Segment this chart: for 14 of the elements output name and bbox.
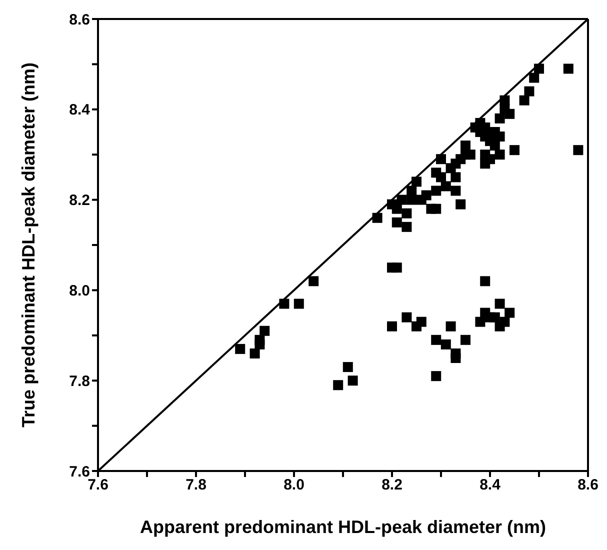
x-axis-title: Apparent predominant HDL-peak diameter (nm) (140, 517, 546, 537)
y-tick-label: 7.6 (69, 463, 90, 480)
y-tick-label: 8.6 (69, 11, 90, 28)
y-tick-label: 8.2 (69, 192, 90, 210)
y-tick-label: 8.0 (69, 282, 90, 300)
y-tick-label: 7.8 (69, 372, 90, 390)
x-tick-label: 7.8 (186, 476, 206, 494)
y-tick-label: 8.4 (69, 102, 91, 119)
y-axis-title: True predominant HDL-peak diameter (nm) (18, 62, 38, 428)
x-tick-label: 8.4 (480, 476, 502, 494)
text: 8.0 (284, 476, 304, 494)
x-tick-label: 8.2 (382, 476, 402, 494)
x-tick-label: 8.6 (578, 476, 598, 494)
x-tick-label: 7.6 (88, 476, 108, 494)
